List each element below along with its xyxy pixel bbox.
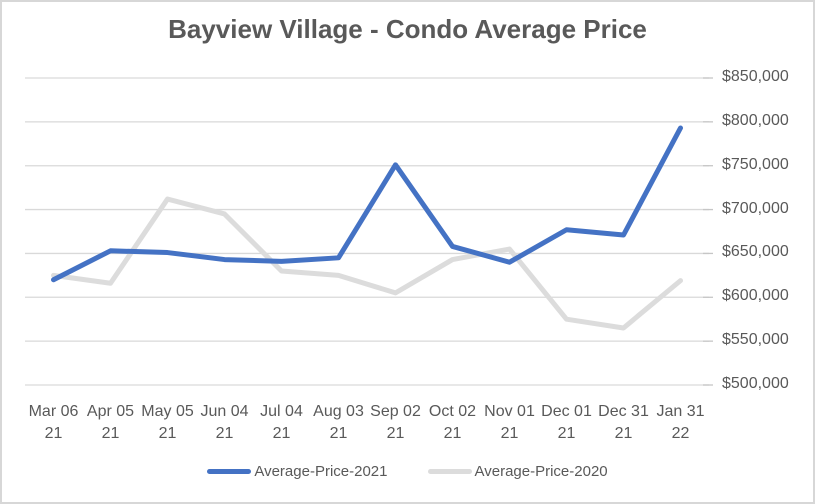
series-lines [51, 125, 683, 331]
legend-item-2021: Average-Price-2021 [207, 463, 388, 480]
x-axis-label-line1: Aug 03 [313, 403, 364, 420]
x-axis-label: Sep 02 21 [364, 401, 428, 445]
x-axis-label: Jan 31 22 [649, 401, 713, 445]
x-axis-label-line1: Dec 31 [598, 403, 649, 420]
x-axis-label-line2: 22 [671, 425, 690, 442]
x-axis-label-line2: 21 [500, 425, 519, 442]
x-axis-label-line1: Sep 02 [370, 403, 421, 420]
x-axis-label-line2: 21 [101, 425, 120, 442]
chart-title: Bayview Village - Condo Average Price [168, 14, 647, 44]
legend-label-2020: Average-Price-2020 [474, 463, 608, 480]
x-axis-label-line2: 21 [614, 425, 633, 442]
x-axis-label-line2: 21 [329, 425, 348, 442]
x-axis-label-line2: 21 [386, 425, 405, 442]
y-axis-label: $850,000 [722, 68, 789, 85]
y-axis-ticks [703, 77, 713, 386]
x-axis-label: Apr 05 21 [79, 401, 143, 445]
gridlines [25, 77, 709, 386]
series-line-average-price-2021 [51, 125, 683, 283]
x-axis-label-line2: 21 [44, 425, 63, 442]
x-axis-label: Dec 01 21 [535, 401, 599, 445]
x-axis-label-line1: Oct 02 [428, 403, 477, 420]
y-axis-label: $800,000 [722, 111, 789, 129]
legend-item-2020: Average-Price-2020 [427, 463, 608, 480]
legend-label-2021: Average-Price-2021 [254, 463, 388, 480]
y-axis-label: $650,000 [722, 243, 789, 261]
x-axis-label-line2: 21 [443, 425, 462, 442]
x-axis-label: May 05 21 [136, 401, 200, 445]
x-axis-label-line1: Nov 01 [484, 403, 535, 420]
legend-swatch-2020-line [427, 469, 472, 474]
x-axis-label-line2: 21 [215, 425, 234, 442]
x-axis-label-line1: Apr 05 [86, 403, 135, 420]
x-axis-label-line1: May 05 [141, 403, 194, 420]
series-line-average-price-2020 [51, 196, 683, 331]
x-axis-label-line1: Jan 31 [656, 403, 705, 420]
x-axis-label-line1: Jun 04 [200, 403, 249, 420]
y-axis-label: $550,000 [722, 331, 789, 349]
x-axis-label: Jun 04 21 [193, 401, 257, 445]
y-axis-label: $600,000 [722, 287, 789, 305]
x-axis-label: Mar 06 21 [22, 401, 86, 445]
x-axis-label-line1: Jul 04 [260, 403, 303, 420]
x-axis-label: Jul 04 21 [250, 401, 314, 445]
y-axis-label: $700,000 [722, 199, 789, 217]
x-axis-label: Oct 02 21 [421, 401, 485, 445]
x-axis-label: Aug 03 21 [307, 401, 371, 445]
x-axis-label-line2: 21 [158, 425, 177, 442]
y-axis-label: $500,000 [722, 375, 789, 392]
x-axis-label-line1: Dec 01 [541, 403, 592, 420]
x-axis-label-line2: 21 [272, 425, 291, 442]
x-axis-label-line1: Mar 06 [28, 403, 79, 420]
x-axis-label-line2: 21 [557, 425, 576, 442]
x-axis-label: Nov 01 21 [478, 401, 542, 445]
x-axis-label: Dec 31 21 [592, 401, 656, 445]
legend-swatch-2021-line [207, 469, 252, 474]
y-axis-label: $750,000 [722, 155, 789, 173]
legend: Average-Price-2021 Average-Price-2020 [2, 463, 813, 480]
